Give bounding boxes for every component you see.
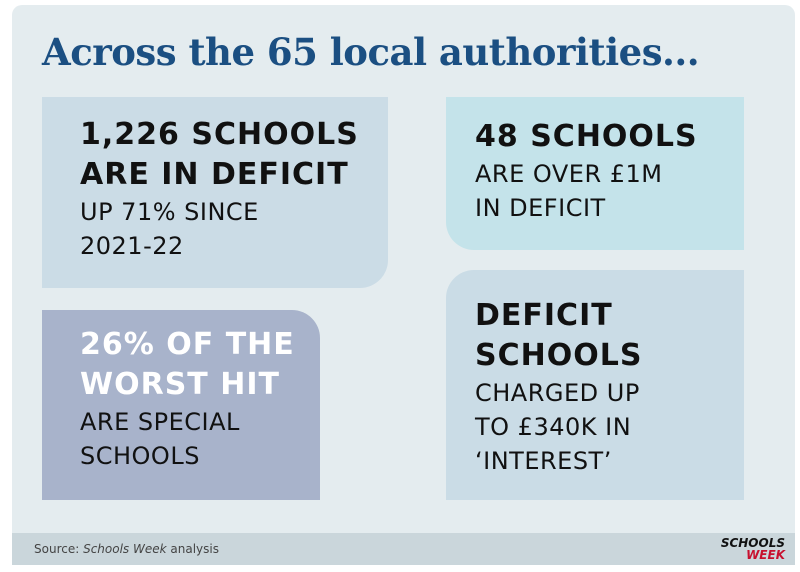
source-rest: analysis: [170, 542, 219, 556]
detail: 2021-22: [80, 232, 184, 260]
headline: 1,226 SCHOOLS: [80, 117, 359, 152]
source-name: Schools Week: [83, 542, 167, 556]
stat-card: DEFICIT SCHOOLS CHARGED UP TO £340K IN ‘INTE…: [446, 270, 744, 500]
stat-card: 48 SCHOOLS ARE OVER £1M IN DEFICIT: [446, 97, 744, 250]
detail: SCHOOLS: [80, 442, 200, 470]
headline: ARE IN DEFICIT: [80, 157, 349, 192]
detail: ARE OVER £1M: [475, 160, 663, 188]
detail: UP 71% SINCE: [80, 198, 259, 226]
detail: TO £340K IN: [475, 413, 632, 441]
headline: 26% OF THE: [80, 327, 295, 362]
headline: SCHOOLS: [475, 338, 643, 373]
source-label: Source:: [34, 542, 80, 556]
detail: ARE SPECIAL: [80, 408, 240, 436]
stat-card: 26% OF THE WORST HIT ARE SPECIAL SCHOOLS: [42, 310, 320, 500]
logo-line: SCHOOLS: [720, 536, 785, 550]
detail: CHARGED UP: [475, 379, 640, 407]
footer: Source: Schools Week analysis SCHOOLS WE…: [12, 533, 795, 565]
headline: WORST HIT: [80, 367, 280, 402]
detail: IN DEFICIT: [475, 194, 606, 222]
detail: ‘INTEREST’: [475, 447, 612, 475]
headline: 48 SCHOOLS: [475, 119, 698, 154]
stat-card: 1,226 SCHOOLS ARE IN DEFICIT UP 71% SINCE 2…: [42, 97, 388, 288]
logo: SCHOOLS WEEK: [721, 537, 785, 561]
headline: DEFICIT: [475, 298, 613, 333]
title: Across the 65 local authorities...: [42, 30, 700, 74]
logo-line: WEEK: [746, 548, 785, 562]
source: Source: Schools Week analysis: [34, 542, 219, 556]
